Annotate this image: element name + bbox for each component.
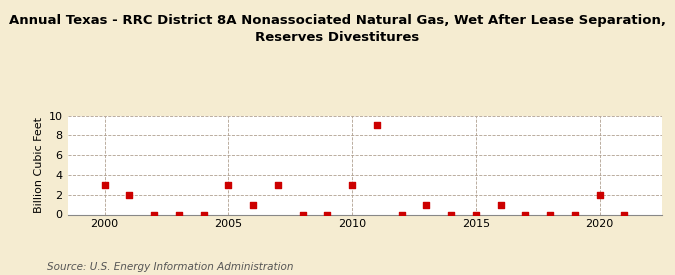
Point — [273, 183, 284, 187]
Y-axis label: Billion Cubic Feet: Billion Cubic Feet — [34, 117, 45, 213]
Point — [248, 202, 259, 207]
Text: Annual Texas - RRC District 8A Nonassociated Natural Gas, Wet After Lease Separa: Annual Texas - RRC District 8A Nonassoci… — [9, 14, 666, 44]
Point — [421, 202, 432, 207]
Point — [545, 212, 556, 217]
Point — [223, 183, 234, 187]
Point — [470, 212, 481, 217]
Point — [99, 183, 110, 187]
Point — [446, 212, 456, 217]
Point — [371, 123, 382, 128]
Point — [347, 183, 358, 187]
Text: Source: U.S. Energy Information Administration: Source: U.S. Energy Information Administ… — [47, 262, 294, 272]
Point — [198, 212, 209, 217]
Point — [619, 212, 630, 217]
Point — [297, 212, 308, 217]
Point — [396, 212, 407, 217]
Point — [322, 212, 333, 217]
Point — [173, 212, 184, 217]
Point — [570, 212, 580, 217]
Point — [148, 212, 159, 217]
Point — [520, 212, 531, 217]
Point — [124, 192, 135, 197]
Point — [594, 192, 605, 197]
Point — [495, 202, 506, 207]
